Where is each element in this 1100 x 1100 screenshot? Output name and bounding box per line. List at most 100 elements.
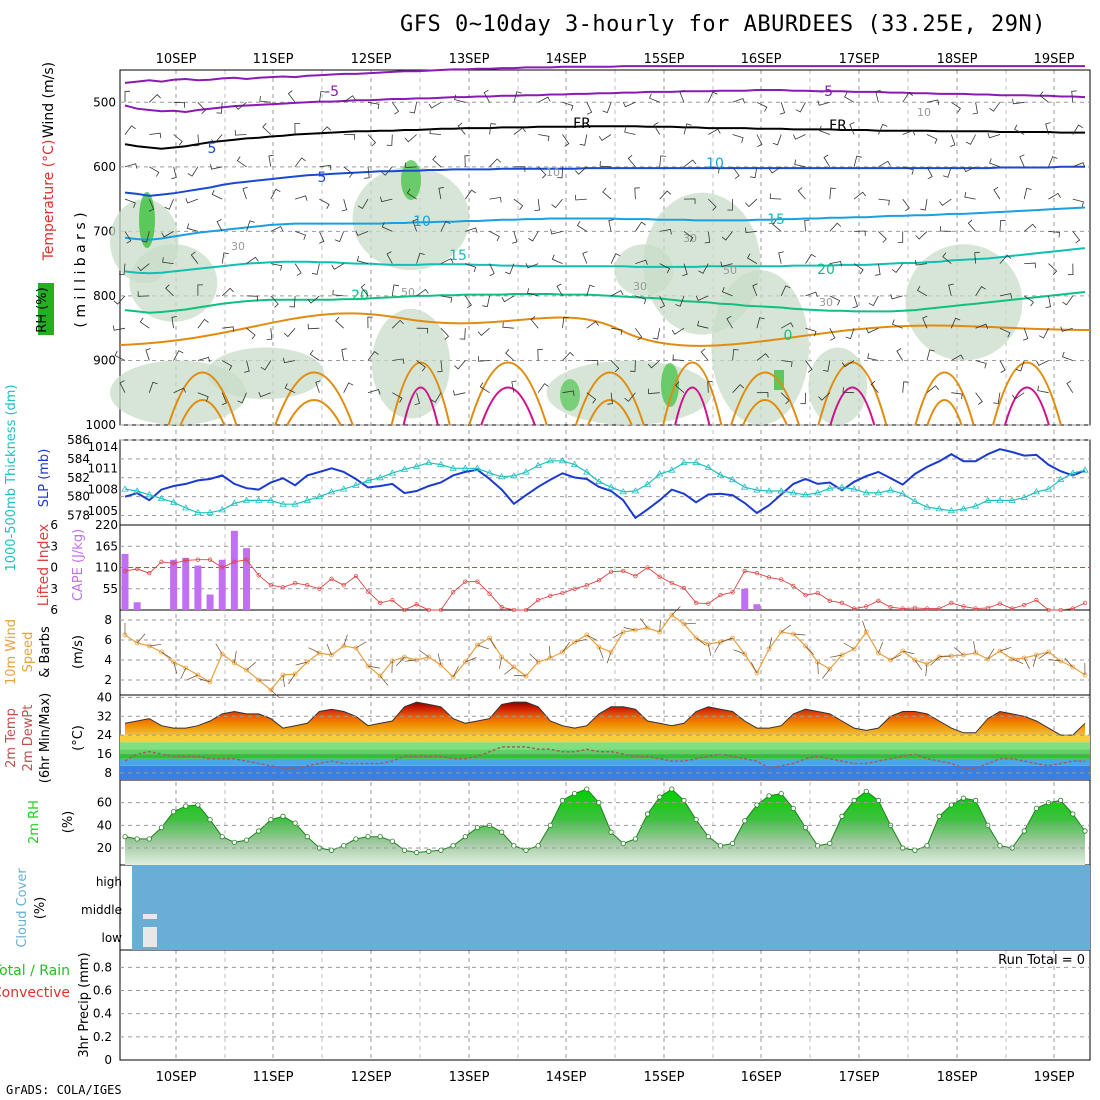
wind-barb [319, 126, 331, 135]
wind-barb [868, 295, 879, 307]
wind-speed-point [620, 629, 626, 635]
wind-barb [464, 155, 470, 167]
wind-barb [479, 382, 490, 394]
thickness-point [182, 504, 190, 511]
wind-barb [732, 166, 740, 179]
lifted-index-point [693, 600, 699, 606]
wind-barb [319, 164, 332, 171]
wind-barb [259, 96, 271, 103]
wind-barb [975, 286, 986, 297]
wind-barb [1067, 263, 1074, 276]
wind-barb [268, 154, 274, 167]
wind-tick: 4 [104, 653, 112, 667]
isotherm-25-line [662, 361, 723, 426]
rh-point [401, 847, 408, 853]
lifted-index-point [220, 565, 225, 570]
wind-barb [137, 291, 150, 297]
cape-bar [230, 530, 238, 610]
wind-barb [246, 327, 256, 340]
lifted-index-point [305, 583, 310, 588]
lifted-index-point [572, 586, 577, 591]
isotherm-30-line [480, 386, 536, 426]
wind-barb-10m [695, 637, 706, 646]
wind-barb [234, 130, 247, 136]
date-label-top: 11SEP [253, 52, 294, 67]
thickness-point [376, 474, 384, 481]
thickness-point [485, 469, 494, 476]
wind-barb [975, 360, 987, 369]
wind-barb [800, 392, 806, 405]
wind-speed-point [778, 629, 784, 635]
wind-barb [922, 315, 928, 329]
wind-speed-point [183, 665, 189, 671]
wind-barb [707, 91, 718, 103]
wind-barb [1036, 360, 1049, 366]
rh-point [827, 840, 833, 847]
wind-barb-10m [733, 649, 745, 655]
wind-speed-point [511, 664, 517, 670]
wind-barb-10m [780, 624, 792, 633]
rh-shade-patch [129, 244, 218, 322]
thickness-point [607, 483, 615, 490]
wind-barb-10m [862, 620, 867, 633]
rh-shade-patch [371, 308, 451, 419]
thickness-point [959, 505, 968, 512]
wind-speed-point [244, 667, 249, 673]
rh-point [693, 817, 699, 823]
wind-barb [432, 155, 442, 168]
rh-point [499, 829, 505, 835]
wind-barb [221, 360, 233, 371]
wind-speed-point [936, 654, 942, 660]
wind-barb [772, 220, 782, 232]
rh-point [572, 790, 578, 797]
wind-barb [343, 166, 353, 178]
wind-barb [1022, 328, 1029, 341]
cloud-level-label: high [96, 875, 122, 889]
wind-barb [197, 392, 209, 402]
wind-barb [381, 166, 393, 176]
wind-barb [246, 295, 258, 302]
wind-barb [805, 253, 816, 264]
rh-contour-label: 30 [633, 280, 647, 293]
wind-barb [586, 392, 597, 404]
lifted-index-point [402, 607, 407, 613]
thickness-point [935, 505, 943, 512]
isotherm-25-line [574, 371, 645, 426]
wind-barb [367, 316, 373, 329]
isotherm-label: -5 [819, 84, 833, 100]
rh-point [851, 797, 857, 804]
wind10m-barbs-label: & Barbs [38, 626, 53, 678]
pressure-tick: 900 [93, 353, 116, 367]
thickness-point [777, 487, 785, 494]
thickness-point [157, 494, 166, 501]
rh-shade-patch [905, 244, 1023, 361]
wind-barb [746, 253, 758, 264]
isotherm-30-line [829, 386, 876, 426]
thickness-tick: 586 [67, 433, 90, 447]
thickness-point [996, 496, 1004, 503]
cape-bar [218, 559, 226, 610]
wind-barb [294, 123, 300, 135]
thickness-point [740, 483, 749, 490]
thickness-point [303, 496, 312, 503]
date-label-top: 15SEP [644, 52, 685, 67]
rh-point [207, 817, 213, 823]
wind-barb [683, 198, 696, 204]
wind-barb [778, 251, 784, 264]
wind-barb-10m [513, 675, 527, 677]
rh-color-key [38, 283, 54, 335]
wind-barb [356, 255, 369, 264]
rh-point [839, 813, 845, 819]
wind-barb [890, 293, 903, 300]
wind-barb [173, 350, 184, 361]
wind-barb [586, 360, 599, 366]
wind-speed-point [876, 650, 881, 656]
wind-barb [562, 316, 569, 329]
wind-barb [562, 390, 575, 396]
wind-speed-point [450, 674, 456, 680]
wind-barb-10m [465, 657, 477, 663]
lifted-index-point [985, 605, 990, 611]
wind-barb [364, 166, 370, 179]
wind-barb [817, 100, 830, 106]
wind-barb [610, 290, 624, 297]
